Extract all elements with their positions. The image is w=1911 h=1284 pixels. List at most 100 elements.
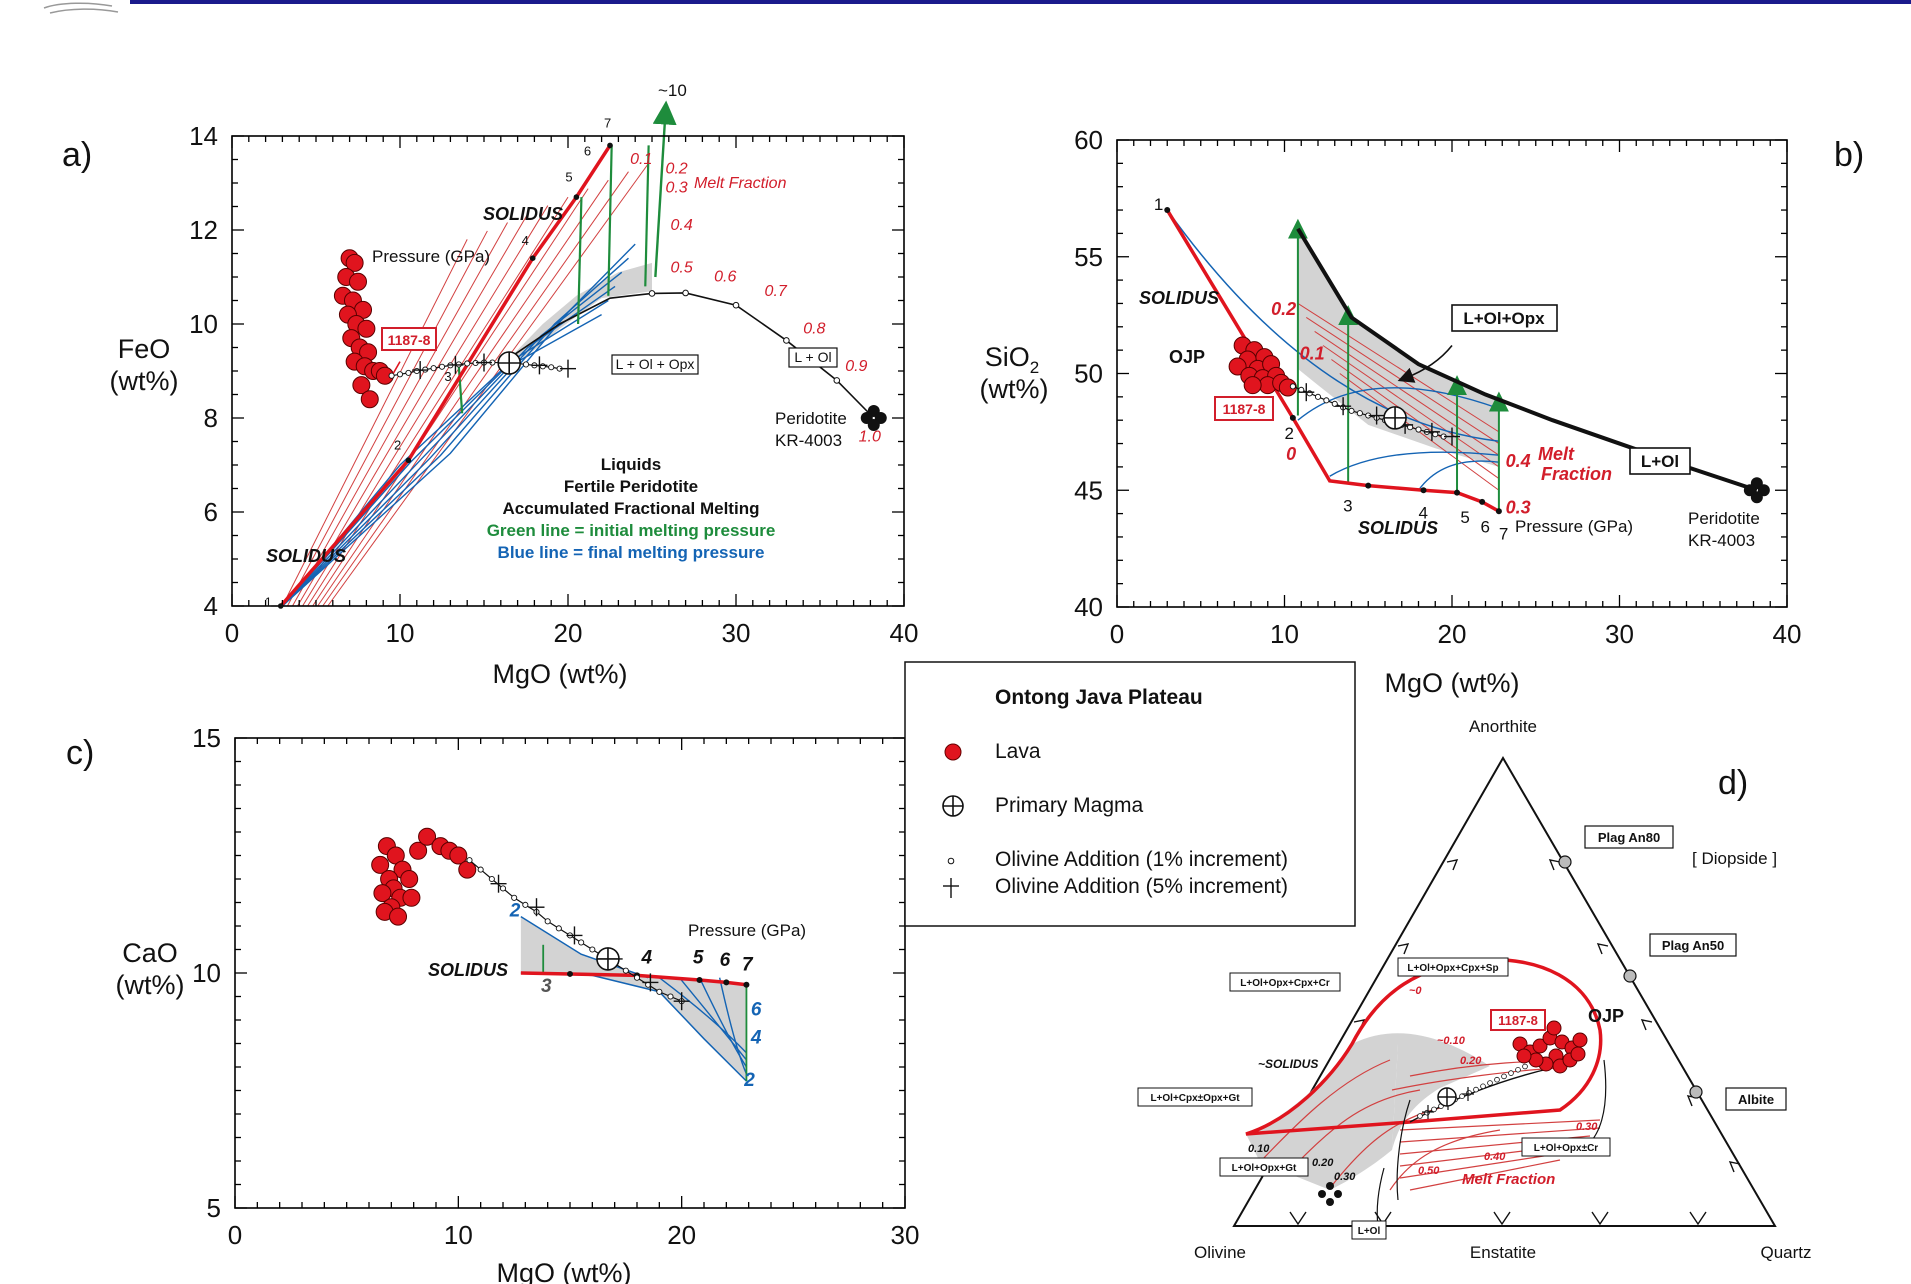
panel-a-primary-magma — [497, 351, 522, 375]
panel-c-olivine-1pct — [589, 946, 596, 953]
panel-b-melt-label: 0.3 — [1506, 498, 1531, 518]
ternary-projection-note: [ Diopside ] — [1692, 849, 1777, 868]
panel-b-pressure-number: 3 — [1343, 496, 1352, 515]
panel-a-melt-label: 0.5 — [670, 259, 692, 276]
panel-c-solidus — [520, 971, 747, 987]
panel-a-sample-leader — [392, 361, 401, 374]
ternary-melt-labels: ~0 ~0.10 0.20 0.30 0.40 0.50 0.10 0.20 0… — [1248, 985, 1598, 1183]
panel-a-olivine-5pct — [531, 356, 548, 375]
panel-c-olivine-1pct — [488, 875, 495, 883]
panel-a-solidus-point — [277, 603, 284, 609]
panel-c-olivine-1pct — [499, 885, 507, 892]
legend-item-primary: Primary Magma — [995, 794, 1144, 817]
panel-c-olivine-1pct — [656, 988, 663, 995]
panel-c-final-label: 2 — [743, 1070, 755, 1091]
panel-b-solidus-point — [1289, 414, 1296, 421]
panel-b-xtick-label: 0 — [1110, 619, 1124, 649]
panel-a-lava-point — [360, 390, 379, 409]
ternary-sample-label: 1187-8 — [1498, 1013, 1538, 1028]
panel-b-xtick-label: 10 — [1270, 619, 1299, 649]
panel-c-pressure-number: 2 — [509, 901, 521, 922]
ternary-olivine-1pct — [1417, 1113, 1423, 1119]
ternary-field-6: L+Ol — [1358, 1226, 1381, 1237]
ternary-base-mid-label: Enstatite — [1470, 1243, 1536, 1262]
panel-c-field-grey — [520, 916, 747, 1082]
panel-b-final-line-3 — [1329, 451, 1499, 477]
panel-a-melt-point — [783, 337, 790, 344]
panel-b-pressure-number: 4 — [1419, 503, 1428, 522]
ternary-solidus-label: ~SOLIDUS — [1258, 1057, 1318, 1071]
panel-a-melt-point — [648, 290, 656, 297]
panel-b-ylabel: SiO2 (wt%) — [980, 342, 1049, 404]
panel-b-isopleth — [1314, 331, 1500, 456]
panel-b-isopleth — [1322, 345, 1500, 468]
panel-a-melt-label: 0.7 — [765, 283, 788, 300]
panel-b-final-line-2 — [1297, 387, 1500, 421]
ternary-olivine-5pct — [1422, 1105, 1434, 1119]
panel-c-final-line — [678, 977, 747, 1061]
ternary-olivine-1pct — [1522, 1063, 1528, 1070]
panel-a-solidus-point — [573, 194, 580, 200]
ternary-sample-box: 1187-8 — [1490, 1009, 1546, 1031]
ternary-right-label: Quartz — [1760, 1243, 1811, 1262]
panel-a-initial-line — [576, 197, 583, 325]
legend-title: Ontong Java Plateau — [995, 686, 1203, 709]
ternary-melt-label-0: ~0 — [1409, 985, 1422, 997]
panel-b-frame — [1116, 139, 1788, 608]
panel-c-ytick-label: 10 — [192, 958, 221, 988]
ternary-field-1: L+Ol+Opx+Cpx+Cr — [1240, 978, 1330, 989]
panel-b-source-icon — [1743, 477, 1770, 504]
panel-b-marks: 1 2 3 4 5 6 7 0 0.1 0.2 0.3 0.4 — [1154, 195, 1770, 543]
panel-c-olivine-1pct — [555, 925, 562, 932]
panel-b-sample-box: 1187-8 — [1214, 396, 1274, 421]
panel-c-olivine-5pct — [566, 926, 583, 945]
panel-a-final-line — [281, 285, 616, 607]
panel-b-pressure-number: 5 — [1460, 508, 1469, 527]
panel-c-pressure-number: 4 — [640, 948, 652, 969]
panel-d-label: d) — [1718, 764, 1748, 802]
panel-a-source-icon — [860, 405, 887, 431]
panel-b-olivine-1pct — [1323, 397, 1330, 404]
panel-b-olivine-1pct — [1289, 383, 1296, 390]
panel-c-solidus-point — [696, 977, 703, 984]
panel-d-marks — [1417, 1020, 1588, 1119]
panel-b-ytick-label: 50 — [1074, 359, 1103, 389]
panel-a-pressure-number: 3 — [444, 369, 451, 384]
ternary-field-boxes: L+Ol+Opx+Cpx+Cr L+Ol+Opx+Cpx+Sp L+Ol+Cpx… — [1137, 957, 1611, 1240]
panel-b-xtick-label: 30 — [1605, 619, 1634, 649]
ternary-olivine-1pct — [1480, 1083, 1486, 1090]
panel-b-solidus-point — [1365, 482, 1372, 489]
ternary-melt-label-8: 0.30 — [1334, 1171, 1356, 1183]
circle-cross-icon — [942, 795, 964, 817]
panel-c-lava-point — [402, 888, 421, 907]
panel-a-olivine-1pct — [396, 371, 404, 378]
panel-a-ylabel-2: (wt%) — [110, 366, 179, 396]
panel-b-source-label-2: KR-4003 — [1688, 531, 1755, 550]
panel-b-xtick-label: 40 — [1773, 619, 1802, 649]
ternary-triangle — [1232, 756, 1777, 1227]
panel-b-solidus-point — [1164, 207, 1171, 214]
panel-c-olivine-1pct — [522, 901, 529, 908]
panel-c-solidus-point — [567, 970, 573, 977]
panel-a-pressure-number: 2 — [394, 437, 401, 452]
panel-a-source-label-1: Peridotite — [775, 409, 847, 428]
panel-b-olivine-1pct — [1331, 400, 1338, 407]
panel-b-label: b) — [1834, 136, 1864, 174]
panel-a-lava-point — [345, 253, 364, 272]
panel-c-olivine-1pct — [544, 918, 551, 925]
panel-a-isopleth — [286, 230, 488, 607]
panel-b-xtick-label: 20 — [1438, 619, 1467, 649]
panel-c-pressure-number: 5 — [693, 948, 704, 969]
ternary-lava-point — [1516, 1048, 1532, 1064]
ternary-apex-label: Anorthite — [1469, 717, 1537, 736]
panel-d: d) Anorthite Olivine Qua — [1137, 717, 1812, 1262]
legend-item-lava: Lava — [995, 740, 1041, 763]
panel-b-solidus-point — [1479, 498, 1486, 505]
panel-b-solidus — [1165, 209, 1500, 513]
ternary-phase-an80: Plag An80 — [1558, 825, 1674, 869]
panel-a-label: a) — [62, 136, 92, 174]
legend-box — [904, 661, 1356, 927]
panel-c-final-line — [698, 977, 748, 1068]
